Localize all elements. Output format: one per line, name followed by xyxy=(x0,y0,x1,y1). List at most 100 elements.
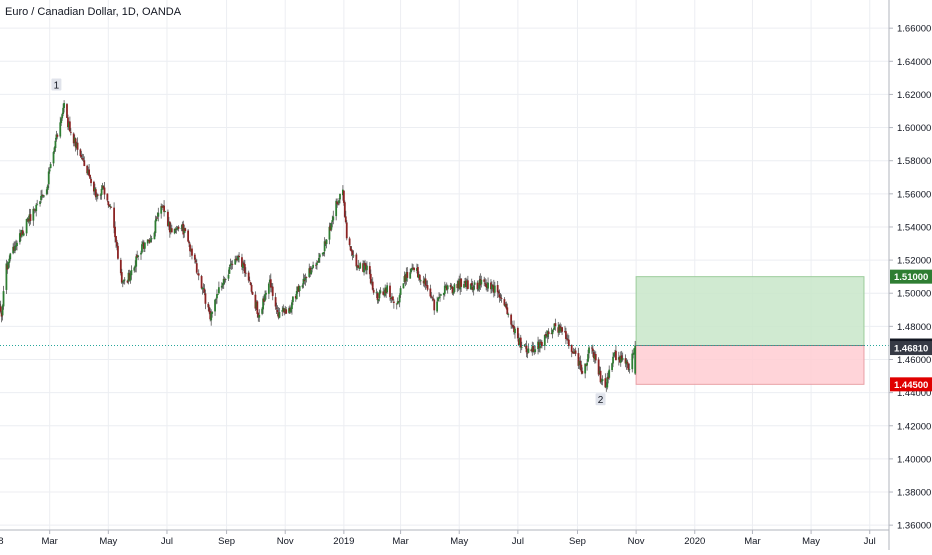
candle xyxy=(249,281,252,286)
y-tick-label: 1.64000 xyxy=(897,57,931,68)
x-tick-label: Sep xyxy=(218,536,235,547)
candle-body xyxy=(270,286,273,288)
candle xyxy=(82,154,85,162)
candle xyxy=(545,330,548,339)
candle xyxy=(503,297,506,307)
candle xyxy=(362,260,364,273)
candle-body xyxy=(303,279,306,282)
candle-body xyxy=(514,328,516,334)
candle-body xyxy=(572,352,575,354)
candle-body xyxy=(328,226,331,240)
candle xyxy=(301,283,304,289)
candle-body xyxy=(627,363,630,371)
candle xyxy=(432,294,435,301)
candle xyxy=(512,324,514,329)
candle-body xyxy=(119,259,122,274)
candle-body xyxy=(331,220,334,222)
candle xyxy=(446,284,449,294)
candle xyxy=(14,241,16,254)
candle-body xyxy=(250,284,253,292)
candle-body xyxy=(184,228,187,231)
candle-body xyxy=(126,280,129,283)
gridlines xyxy=(0,0,889,530)
candle xyxy=(49,162,52,169)
candle xyxy=(150,235,153,243)
candle-body xyxy=(157,212,160,217)
candle-body xyxy=(297,285,300,292)
candle xyxy=(500,294,503,303)
candle-body xyxy=(180,228,183,230)
candle xyxy=(621,352,624,362)
candle xyxy=(544,331,547,339)
x-tick-label: Mar xyxy=(41,536,57,547)
candle xyxy=(55,130,58,142)
candle xyxy=(96,193,99,200)
candle xyxy=(217,281,220,294)
candle-body xyxy=(343,202,346,217)
candle xyxy=(372,288,375,295)
candle xyxy=(294,294,297,302)
candle xyxy=(429,284,432,299)
candle xyxy=(366,261,368,275)
candle-body xyxy=(364,262,366,266)
candle xyxy=(405,267,408,285)
candle-body xyxy=(310,270,313,275)
candle xyxy=(348,236,351,247)
candle xyxy=(619,351,622,367)
candle xyxy=(238,252,240,263)
candle xyxy=(284,305,287,315)
candle-body xyxy=(580,364,583,372)
candle-body xyxy=(391,296,393,299)
candle xyxy=(263,294,265,306)
candle-body xyxy=(417,274,420,279)
candle xyxy=(100,185,103,200)
candle xyxy=(95,192,98,202)
candle-body xyxy=(619,355,622,363)
candle xyxy=(27,215,30,224)
candle xyxy=(103,182,106,200)
candle-body xyxy=(162,206,165,208)
candle xyxy=(439,293,441,302)
candle-body xyxy=(290,308,292,313)
candle-body xyxy=(600,381,603,383)
candle xyxy=(413,267,415,273)
candle-body xyxy=(76,142,79,150)
candle-body xyxy=(22,233,25,236)
candle-body xyxy=(621,358,624,360)
candle xyxy=(471,280,474,293)
candle xyxy=(177,225,180,232)
candle-body xyxy=(370,282,373,284)
candle xyxy=(458,275,461,290)
candle xyxy=(283,308,286,316)
candle-body xyxy=(74,138,77,148)
candle-body xyxy=(510,314,513,325)
candle-body xyxy=(597,359,600,375)
candle xyxy=(532,342,535,353)
candle-body xyxy=(0,306,2,312)
candle-body xyxy=(431,296,434,298)
candle xyxy=(487,277,489,292)
candle-body xyxy=(540,341,542,343)
candle xyxy=(350,246,353,257)
candle xyxy=(451,285,454,296)
candle xyxy=(209,307,212,322)
candle-body xyxy=(242,263,244,269)
candle xyxy=(497,290,500,298)
candle-body xyxy=(399,288,402,295)
y-tick-label: 1.66000 xyxy=(897,24,931,35)
candle xyxy=(113,202,115,234)
candle xyxy=(465,277,467,289)
candle-body xyxy=(390,297,392,300)
candle xyxy=(442,292,445,300)
candle xyxy=(108,203,111,207)
candle-body xyxy=(342,190,345,203)
candle xyxy=(29,209,32,225)
candle-body xyxy=(557,327,560,333)
candle xyxy=(47,167,50,189)
candle-body xyxy=(335,200,338,217)
candle xyxy=(492,279,495,298)
current-price-label-bg xyxy=(890,341,932,356)
candle-body xyxy=(242,262,245,266)
candle xyxy=(579,355,582,371)
